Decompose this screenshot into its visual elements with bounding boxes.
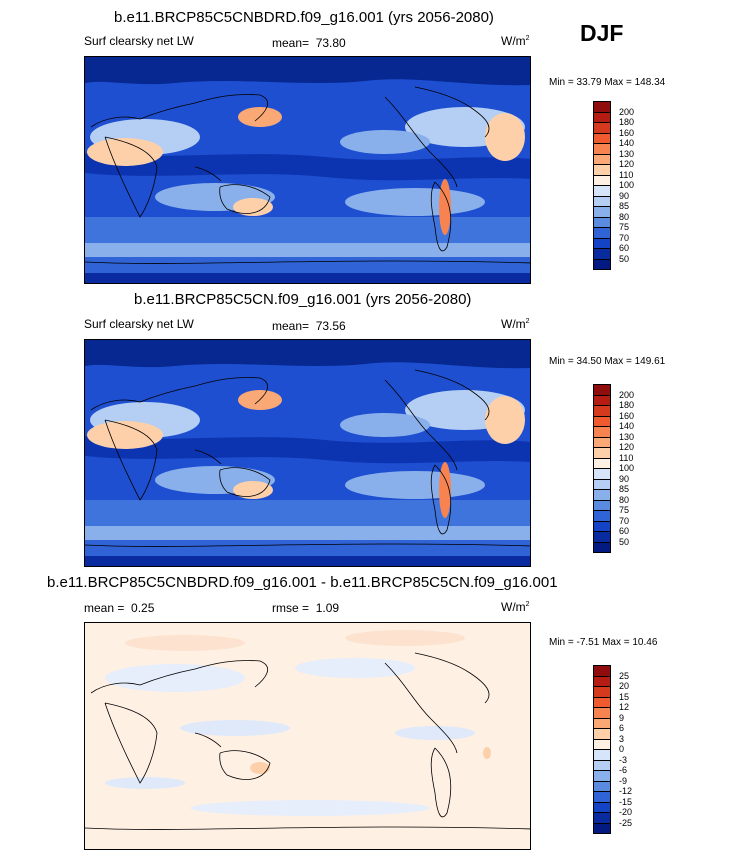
colorbar-level-label: 15 [619,691,630,702]
panel2-units: W/m2 [501,317,530,331]
colorbar-level-label: 9 [619,712,625,723]
panel2-map-svg [85,340,530,566]
colorbar-level-label: 110 [619,452,634,463]
colorbar-level-label: 75 [619,505,630,515]
colorbar-level-label: 90 [619,473,630,484]
panel1-mean-label: mean= [272,36,310,50]
colorbar-level-label: -20 [619,807,633,817]
panel2-mean-label: mean= [272,319,310,333]
colorbar-level-label: 140 [619,138,635,148]
season-label: DJF [580,20,624,46]
panel1-units-base: W/m [501,34,526,48]
panel3-units-base: W/m [501,600,526,614]
colorbar-level-label: 12 [619,702,630,712]
colorbar-level-label: 50 [619,536,630,547]
panel3-rmse-label: rmse = [272,601,310,615]
panel2-units-exp: 2 [525,318,530,325]
colorbar-level-label: 120 [619,442,635,452]
panel1-mean: mean= 73.80 [272,36,346,50]
colorbar-level-label: 25 [619,670,630,681]
panel3-mean: mean = 0.25 [84,601,154,615]
colorbar-level-label: 20 [619,681,630,691]
colorbar-level-label: 100 [619,463,635,473]
panel1-mean-value: 73.80 [315,36,346,50]
panel3-title: b.e11.BRCP85C5CNBDRD.f09_g16.001 - b.e11… [47,574,558,591]
panel2-title: b.e11.BRCP85C5CN.f09_g16.001 (yrs 2056-2… [134,291,472,308]
panel3-minmax: Min = -7.51 Max = 10.46 [549,637,658,648]
colorbar-level-label: 180 [619,117,635,127]
colorbar-swatch [593,541,611,553]
panel1-minmax: Min = 33.79 Max = 148.34 [549,77,666,88]
colorbar-level-label: 100 [619,180,635,190]
colorbar-level-label: 60 [619,243,630,253]
colorbar-level-label: 180 [619,400,635,410]
colorbar-level-label: 70 [619,232,630,243]
colorbar-level-label: 160 [619,410,635,421]
panel3-rmse-value: 1.09 [315,601,340,615]
panel3-units: W/m2 [501,600,530,614]
colorbar-swatch [593,258,611,270]
colorbar-level-label: 70 [619,515,630,526]
colorbar-level-label: 90 [619,190,630,201]
panel2-map [84,339,531,567]
panel2-units-base: W/m [501,317,526,331]
colorbar-level-label: 200 [619,389,635,400]
panel3-rmse: rmse = 1.09 [272,601,339,615]
colorbar-level-label: 85 [619,484,630,494]
panel3-map-svg [85,623,530,849]
panel3-mean-label: mean = [84,601,125,615]
colorbar-level-label: -3 [619,754,628,765]
colorbar-level-label: 110 [619,169,634,180]
colorbar-level-label: -9 [619,775,628,786]
colorbar-level-label: 80 [619,211,630,222]
panel1-title: b.e11.BRCP85C5CNBDRD.f09_g16.001 (yrs 20… [114,9,494,26]
colorbar-level-label: -25 [619,817,633,828]
panel1-units-exp: 2 [525,35,530,42]
colorbar-level-label: -6 [619,765,628,775]
colorbar-level-label: 130 [619,148,635,159]
colorbar-level-label: -12 [619,786,633,796]
panel3-mean-value: 0.25 [131,601,155,615]
colorbar-level-label: 140 [619,421,635,431]
panel2-minmax: Min = 34.50 Max = 149.61 [549,356,666,367]
panel1-map [84,56,531,284]
panel3-units-exp: 2 [525,601,530,608]
colorbar-level-label: 200 [619,106,635,117]
colorbar-level-label: 3 [619,733,625,744]
panel3-map [84,622,531,850]
colorbar-level-label: 6 [619,723,625,733]
colorbar-level-label: 50 [619,253,630,264]
panel1-variable: Surf clearsky net LW [84,34,194,48]
colorbar-level-label: 60 [619,526,630,536]
panel2-variable: Surf clearsky net LW [84,317,194,331]
panel1-units: W/m2 [501,34,530,48]
panel1-map-svg [85,57,530,283]
colorbar-level-label: 120 [619,159,635,169]
panel2-mean: mean= 73.56 [272,319,346,333]
colorbar-swatch [593,822,611,834]
colorbar-level-label: 80 [619,494,630,505]
colorbar-level-label: 0 [619,744,625,754]
colorbar-level-label: 130 [619,431,635,442]
colorbar-level-label: 75 [619,222,630,232]
colorbar-level-label: 85 [619,201,630,211]
panel2-mean-value: 73.56 [315,319,346,333]
colorbar-level-label: 160 [619,127,635,138]
colorbar-level-label: -15 [619,796,633,807]
